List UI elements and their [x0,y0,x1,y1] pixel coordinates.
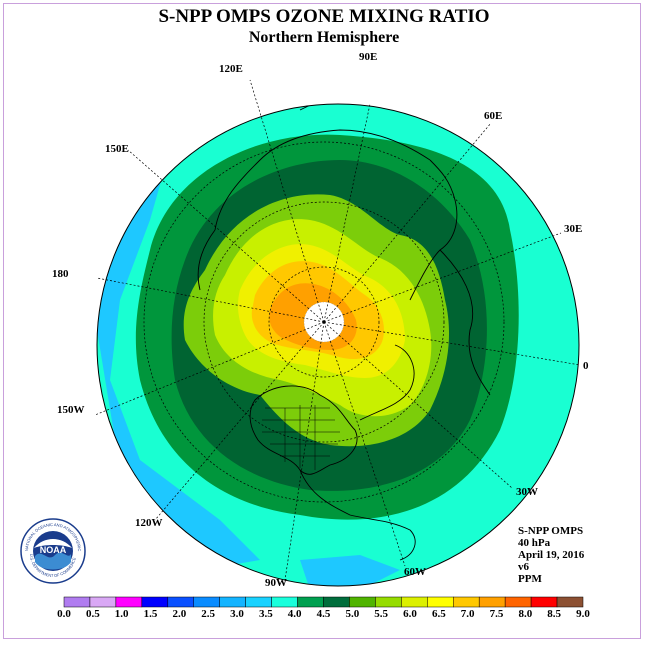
graticule [94,79,581,581]
colorbar-tick-label: 1.0 [114,608,129,620]
lat-circle-45 [143,141,505,503]
noaa-logo: NOAA NATIONAL OCEANIC AND ATMOSPHERIC AD… [20,518,86,584]
colorbar-tick-label: 0.5 [85,608,100,620]
meridian-90w [284,321,325,581]
lon-label-150w: 150W [57,404,85,416]
lon-label-60e: 60E [484,110,503,122]
lon-label-150e: 150E [105,143,129,155]
colorbar-tick-label: 2.0 [172,608,187,620]
meridian-180 [96,277,325,323]
meridian-60e [323,122,492,323]
meridian-90e [323,103,371,323]
coast-africa [439,249,491,396]
field-3.5-west [97,150,260,570]
coast-asia [214,129,431,231]
info-instrument: S-NPP OMPS [518,525,584,537]
colorbar-tick-label: 0.0 [57,608,71,620]
coast-north-america [249,385,358,475]
lon-label-30e: 30E [564,223,583,235]
colorbar-tick-label: 5.0 [345,608,360,620]
meridian-120w [154,321,325,521]
info-version: v6 [518,561,529,573]
colorbar-tick-label: 5.5 [374,608,389,620]
colorbar-tick-label: 8.5 [547,608,562,620]
info-units: PPM [518,573,542,585]
ozone-field [97,104,579,586]
page-title: S-NPP OMPS OZONE MIXING RATIO [158,6,490,27]
coast-greenland [359,344,415,421]
page-subtitle: Northern Hemisphere [248,29,400,46]
logo-bird [34,539,72,548]
lon-label-0: 0 [583,360,589,372]
figure-frame [3,3,641,639]
field-3.5-south [300,555,400,586]
map-boundary [96,103,580,587]
colorbar-tick-label: 3.5 [258,608,273,620]
meridian-0 [323,321,581,366]
info-pressure-level: 40 hPa [518,537,551,549]
info-block: S-NPP OMPS 40 hPa April 19, 2016 v6 PPM [518,525,584,585]
colorbar-tick-label: 6.5 [431,608,446,620]
meridians [94,79,581,581]
colorbar-tick-label: 7.5 [489,608,504,620]
meridian-150e [127,149,325,323]
lon-label-90w: 90W [265,577,287,589]
state-borders [262,405,340,470]
info-date: April 19, 2016 [518,549,585,561]
colorbar-tick-label: 9.0 [576,608,590,620]
lon-label-90e: 90E [359,51,378,63]
colorbar-tick-label: 6.0 [403,608,417,620]
logo-wave [35,552,71,570]
colorbar-tick-label: 3.0 [230,608,244,620]
meridian-150w [94,321,325,416]
coast-europe [409,159,458,301]
colorbar-tick-label: 1.5 [143,608,158,620]
colorbar-tick-label: 8.0 [518,608,533,620]
lat-circle-75 [268,266,380,378]
coast-central-america [299,469,416,561]
colorbar-tick-label: 7.0 [460,608,475,620]
logo-text: NOAA [40,545,67,555]
lon-label-120w: 120W [135,517,163,529]
polar-nodata-edge [303,301,345,343]
lon-label-180: 180 [52,268,69,280]
lon-label-60w: 60W [404,566,426,578]
colorbar-tick-label: 4.5 [316,608,331,620]
colorbar-tick-label: 4.0 [287,608,302,620]
meridian-30w [323,321,513,489]
coastlines [197,104,491,561]
lon-label-120e: 120E [219,63,243,75]
coast-siberia [197,229,216,291]
colorbar-tick-label: 2.5 [201,608,216,620]
meridian-60w [323,321,406,567]
lat-circle-60 [203,201,445,443]
lon-label-30w: 30W [516,486,538,498]
